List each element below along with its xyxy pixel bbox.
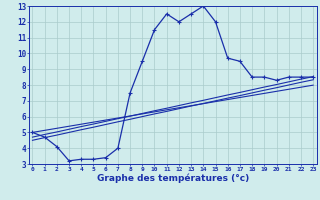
X-axis label: Graphe des températures (°c): Graphe des températures (°c) bbox=[97, 173, 249, 183]
